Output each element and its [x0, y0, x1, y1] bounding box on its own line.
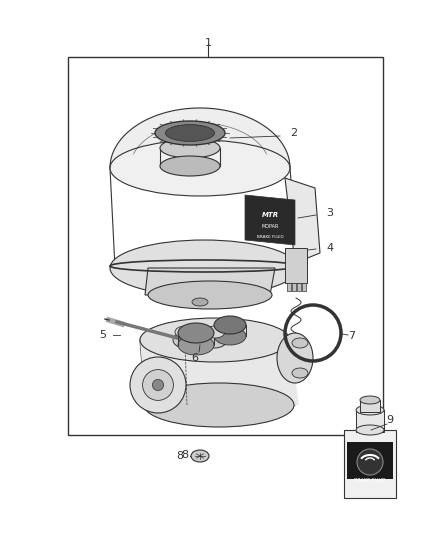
- Ellipse shape: [166, 125, 215, 141]
- Text: BRAKE FLUID: BRAKE FLUID: [257, 235, 283, 239]
- Circle shape: [130, 357, 186, 413]
- Bar: [347, 442, 393, 479]
- Text: BRAKE FLUID: BRAKE FLUID: [354, 479, 386, 483]
- Text: 7: 7: [349, 331, 356, 341]
- Bar: [287, 283, 291, 291]
- Text: 1: 1: [205, 38, 212, 48]
- Ellipse shape: [356, 405, 384, 415]
- Text: 5: 5: [99, 330, 106, 340]
- Ellipse shape: [214, 327, 246, 345]
- Polygon shape: [245, 195, 295, 245]
- Ellipse shape: [110, 140, 290, 196]
- Bar: [285, 248, 307, 283]
- Ellipse shape: [173, 332, 197, 348]
- Ellipse shape: [292, 368, 308, 378]
- Ellipse shape: [203, 332, 227, 348]
- Bar: [292, 283, 296, 291]
- Polygon shape: [140, 340, 299, 405]
- Text: 3: 3: [326, 208, 333, 218]
- Ellipse shape: [160, 156, 220, 176]
- Ellipse shape: [292, 338, 308, 348]
- Circle shape: [357, 449, 383, 475]
- Text: 2: 2: [290, 128, 297, 138]
- Bar: [68, 57, 383, 435]
- Polygon shape: [110, 108, 290, 168]
- Text: MOPAR: MOPAR: [261, 224, 279, 230]
- Text: 8: 8: [181, 450, 189, 460]
- Text: MTR: MTR: [261, 212, 279, 218]
- Ellipse shape: [192, 298, 208, 306]
- Text: 4: 4: [326, 243, 334, 253]
- Ellipse shape: [214, 316, 246, 334]
- Ellipse shape: [191, 450, 209, 462]
- Ellipse shape: [110, 240, 298, 296]
- Polygon shape: [285, 178, 320, 263]
- Ellipse shape: [175, 326, 195, 338]
- Circle shape: [152, 379, 164, 391]
- Polygon shape: [145, 268, 275, 295]
- Text: 9: 9: [386, 415, 394, 425]
- Ellipse shape: [178, 323, 214, 343]
- Ellipse shape: [140, 318, 290, 362]
- Ellipse shape: [144, 383, 294, 427]
- Ellipse shape: [277, 333, 313, 383]
- Bar: [344, 430, 396, 498]
- Ellipse shape: [178, 335, 214, 355]
- Ellipse shape: [148, 281, 272, 309]
- Text: 6: 6: [191, 353, 198, 363]
- Bar: [302, 283, 306, 291]
- Text: 8: 8: [177, 451, 184, 461]
- Circle shape: [143, 369, 173, 400]
- Ellipse shape: [205, 326, 225, 338]
- Ellipse shape: [160, 138, 220, 158]
- Bar: [356, 410, 384, 432]
- Ellipse shape: [155, 121, 225, 145]
- Ellipse shape: [356, 425, 384, 435]
- Bar: [297, 283, 301, 291]
- Ellipse shape: [360, 396, 380, 404]
- Bar: [360, 400, 380, 412]
